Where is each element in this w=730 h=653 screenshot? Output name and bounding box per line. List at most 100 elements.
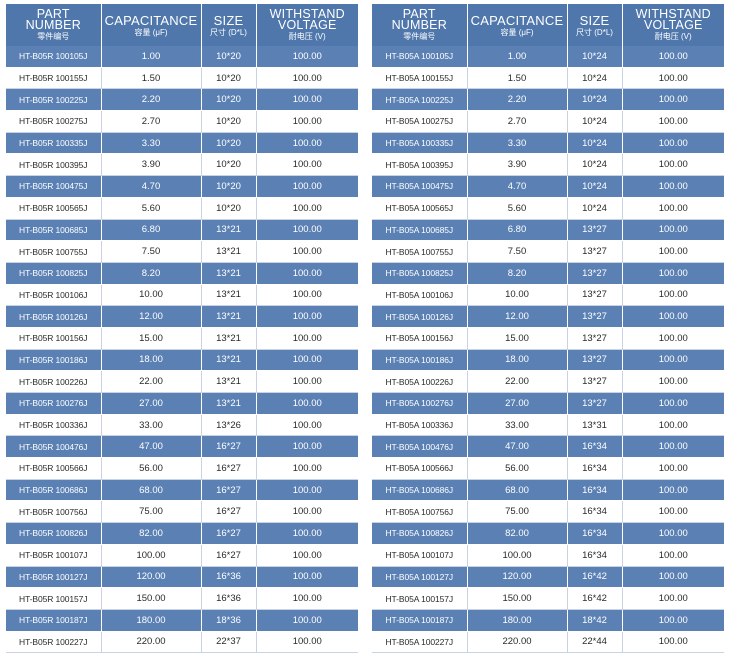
part-number-cell: HT-B05R 100106J (6, 284, 102, 307)
table-row: HT-B05R 100756J 75.00 16*27 100.00 (6, 500, 358, 524)
size-cell: 13*21 (201, 262, 257, 285)
capacitance-cell: 2.70 (101, 110, 202, 133)
size-cell: 16*27 (201, 435, 257, 459)
voltage-cell: 100.00 (622, 587, 724, 610)
capacitance-cell: 47.00 (467, 435, 568, 459)
capacitance-cell: 75.00 (101, 500, 202, 524)
voltage-cell: 100.00 (622, 284, 724, 307)
size-cell: 16*34 (567, 522, 623, 545)
part-number-cell: HT-B05A 100227J (372, 631, 468, 653)
table-row: HT-B05R 100105J 1.00 10*20 100.00 (6, 46, 358, 68)
table-row: HT-B05R 100755J 7.50 13*21 100.00 (6, 240, 358, 263)
size-cell: 13*21 (201, 240, 257, 263)
voltage-cell: 100.00 (622, 435, 724, 459)
size-cell: 10*24 (567, 88, 623, 112)
capacitance-cell: 5.60 (101, 197, 202, 220)
capacitance-cell: 6.80 (467, 219, 568, 242)
part-number-cell: HT-B05R 100395J (6, 153, 102, 177)
part-number-cell: HT-B05A 100336J (372, 414, 468, 437)
table-row: HT-B05A 100276J 27.00 13*27 100.00 (372, 392, 724, 415)
part-number-cell: HT-B05R 100565J (6, 197, 102, 220)
table-row: HT-B05A 100275J 2.70 10*24 100.00 (372, 110, 724, 133)
size-cell: 16*27 (201, 457, 257, 480)
voltage-cell: 100.00 (256, 457, 358, 480)
part-number-cell: HT-B05R 100335J (6, 132, 102, 155)
voltage-cell: 100.00 (622, 414, 724, 437)
table-row: HT-B05A 100187J 180.00 18*42 100.00 (372, 609, 724, 632)
header-capacitance-sub: 容量 (μF) (134, 27, 168, 37)
size-cell: 13*27 (567, 370, 623, 393)
header-capacitance: CAPACITANCE 容量 (μF) (101, 4, 202, 46)
capacitance-cell: 18.00 (467, 349, 568, 372)
table-row: HT-B05R 100225J 2.20 10*20 100.00 (6, 88, 358, 112)
capacitance-cell: 120.00 (467, 566, 568, 589)
part-number-cell: HT-B05A 100335J (372, 132, 468, 155)
table-row: HT-B05A 100227J 220.00 22*44 100.00 (372, 631, 724, 653)
part-number-cell: HT-B05A 100756J (372, 500, 468, 524)
size-cell: 16*42 (567, 587, 623, 610)
size-cell: 13*21 (201, 327, 257, 350)
capacitance-cell: 68.00 (101, 479, 202, 502)
part-number-cell: HT-B05A 100155J (372, 67, 468, 90)
size-cell: 13*27 (567, 305, 623, 328)
voltage-cell: 100.00 (256, 392, 358, 415)
header-part-number: PART NUMBER 零件编号 (6, 4, 102, 46)
table-row: HT-B05R 100686J 68.00 16*27 100.00 (6, 479, 358, 502)
size-cell: 16*27 (201, 522, 257, 545)
capacitance-cell: 56.00 (467, 457, 568, 480)
part-number-cell: HT-B05R 100155J (6, 67, 102, 90)
size-cell: 13*27 (567, 240, 623, 263)
part-number-cell: HT-B05R 100276J (6, 392, 102, 415)
capacitance-cell: 180.00 (101, 609, 202, 632)
table-row: HT-B05R 100227J 220.00 22*37 100.00 (6, 631, 358, 653)
size-cell: 10*20 (201, 153, 257, 177)
voltage-cell: 100.00 (256, 132, 358, 155)
voltage-cell: 100.00 (622, 370, 724, 393)
size-cell: 22*44 (567, 631, 623, 653)
part-number-cell: HT-B05A 100476J (372, 435, 468, 459)
voltage-cell: 100.00 (256, 349, 358, 372)
size-cell: 18*36 (201, 609, 257, 632)
capacitance-cell: 1.00 (467, 46, 568, 68)
header-part-number-line2: NUMBER (391, 18, 447, 32)
table-row: HT-B05A 100565J 5.60 10*24 100.00 (372, 197, 724, 220)
table-row: HT-B05R 100106J 10.00 13*21 100.00 (6, 284, 358, 307)
size-cell: 22*37 (201, 631, 257, 653)
part-number-cell: HT-B05A 100565J (372, 197, 468, 220)
size-cell: 16*27 (201, 544, 257, 567)
capacitance-cell: 3.90 (101, 153, 202, 177)
table-row: HT-B05A 100105J 1.00 10*24 100.00 (372, 46, 724, 68)
voltage-cell: 100.00 (256, 284, 358, 307)
capacitance-cell: 120.00 (101, 566, 202, 589)
capacitance-cell: 12.00 (467, 305, 568, 328)
header-capacitance-main: CAPACITANCE (104, 12, 198, 28)
size-cell: 13*31 (567, 414, 623, 437)
capacitance-cell: 220.00 (467, 631, 568, 653)
table-row: HT-B05R 100565J 5.60 10*20 100.00 (6, 197, 358, 220)
table-row: HT-B05R 100226J 22.00 13*21 100.00 (6, 370, 358, 393)
part-number-cell: HT-B05A 100825J (372, 262, 468, 285)
part-number-cell: HT-B05R 100105J (6, 46, 102, 68)
capacitance-cell: 27.00 (467, 392, 568, 415)
part-number-cell: HT-B05R 100127J (6, 566, 102, 589)
size-cell: 10*20 (201, 88, 257, 112)
header-capacitance: CAPACITANCE 容量 (μF) (467, 4, 568, 46)
capacitance-cell: 22.00 (101, 370, 202, 393)
table-row: HT-B05A 100225J 2.20 10*24 100.00 (372, 88, 724, 112)
size-cell: 10*24 (567, 175, 623, 198)
capacitance-cell: 15.00 (467, 327, 568, 350)
voltage-cell: 100.00 (256, 631, 358, 653)
table-row: HT-B05R 100275J 2.70 10*20 100.00 (6, 110, 358, 133)
part-number-cell: HT-B05R 100686J (6, 479, 102, 502)
voltage-cell: 100.00 (622, 631, 724, 653)
size-cell: 10*20 (201, 132, 257, 155)
size-cell: 10*20 (201, 175, 257, 198)
size-cell: 18*42 (567, 609, 623, 632)
header-part-number: PART NUMBER 零件编号 (372, 4, 468, 46)
capacitance-cell: 10.00 (101, 284, 202, 307)
header-part-number-line1: PART (36, 7, 70, 21)
size-cell: 10*24 (567, 132, 623, 155)
capacitance-cell: 3.30 (101, 132, 202, 155)
voltage-cell: 100.00 (256, 240, 358, 263)
part-number-cell: HT-B05A 100105J (372, 46, 468, 68)
